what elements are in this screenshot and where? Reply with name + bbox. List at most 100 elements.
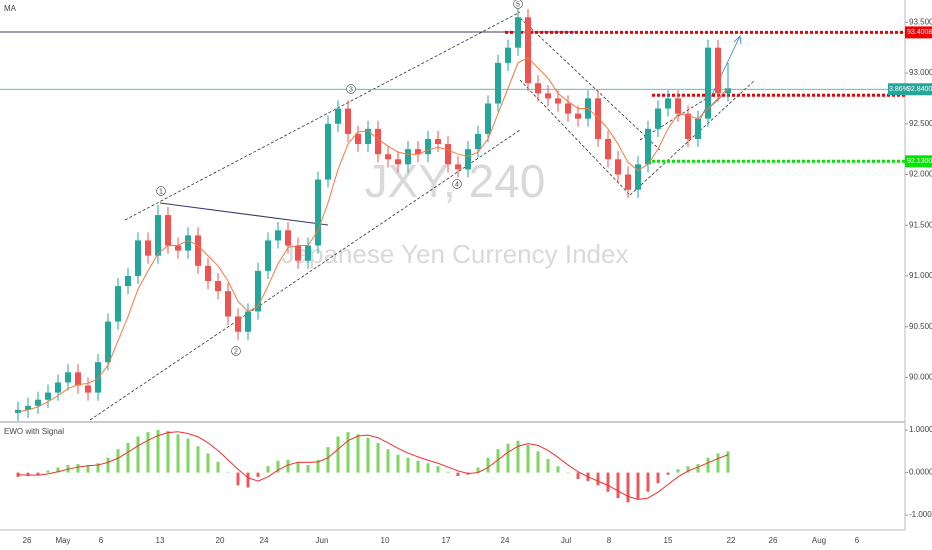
ewo-bar bbox=[406, 457, 410, 473]
wave-marker bbox=[156, 186, 166, 196]
ewo-bar bbox=[476, 467, 480, 473]
change-label-box bbox=[888, 83, 905, 96]
ewo-bar bbox=[686, 466, 690, 473]
ewo-bar bbox=[616, 472, 620, 499]
ewo-bar bbox=[86, 464, 90, 473]
ewo-bar bbox=[386, 449, 390, 473]
ewo-bar bbox=[446, 471, 450, 473]
level-label-box bbox=[905, 83, 932, 96]
level-label: 93.4008 bbox=[907, 29, 932, 36]
candle-body bbox=[655, 108, 661, 129]
ewo-bar bbox=[276, 460, 280, 473]
candle-body bbox=[315, 179, 321, 246]
candle-body bbox=[205, 265, 211, 282]
ewo-bar bbox=[596, 472, 600, 486]
wave-marker bbox=[452, 179, 462, 189]
ewo-bar bbox=[76, 464, 80, 473]
ewo-bar bbox=[566, 472, 570, 474]
ewo-bar bbox=[236, 472, 240, 486]
ewo-bar bbox=[116, 449, 120, 473]
x-tick-label: Jul bbox=[561, 536, 571, 545]
candle-body bbox=[375, 128, 381, 155]
candle-body bbox=[385, 154, 391, 160]
candle-body bbox=[475, 133, 481, 150]
ewo-bar bbox=[506, 443, 510, 473]
candle-body bbox=[365, 128, 371, 145]
ewo-bar bbox=[526, 444, 530, 473]
ewo-bar bbox=[546, 458, 550, 473]
candle-body bbox=[685, 113, 691, 139]
x-tick-label: 6 bbox=[855, 536, 860, 545]
ewo-bar bbox=[626, 472, 630, 503]
candle-body bbox=[455, 164, 461, 170]
ewo-bar bbox=[376, 442, 380, 473]
wave-marker bbox=[346, 84, 356, 94]
candle-body bbox=[725, 88, 731, 94]
moving-average bbox=[17, 57, 729, 413]
ewo-bar bbox=[196, 446, 200, 473]
ewo-bar bbox=[696, 464, 700, 473]
candle-body bbox=[175, 245, 181, 251]
y-tick-label: -1.0000 bbox=[909, 510, 932, 519]
candle-body bbox=[565, 103, 571, 114]
level-label-box bbox=[905, 26, 932, 39]
candle-body bbox=[615, 159, 621, 175]
candle-body bbox=[335, 108, 341, 124]
ewo-bar bbox=[96, 463, 100, 473]
candle-body bbox=[695, 118, 701, 139]
ewo-bar bbox=[156, 430, 160, 473]
x-tick-label: 8 bbox=[607, 536, 612, 545]
candle-body bbox=[345, 108, 351, 134]
candle-body bbox=[405, 149, 411, 165]
candle-body bbox=[515, 17, 521, 48]
candle-body bbox=[555, 98, 561, 104]
candle-body bbox=[145, 240, 151, 256]
candle-body bbox=[195, 235, 201, 266]
candle-body bbox=[225, 291, 231, 317]
x-tick-label: 24 bbox=[501, 536, 510, 545]
candle-body bbox=[595, 98, 601, 139]
ewo-bar bbox=[496, 449, 500, 473]
ewo-label: EWO with Signal bbox=[4, 427, 64, 436]
ewo-bar bbox=[456, 472, 460, 476]
candle-body bbox=[215, 281, 221, 292]
x-tick-label: Jun bbox=[316, 536, 329, 545]
candle-body bbox=[415, 149, 421, 155]
x-tick-label: 26 bbox=[23, 536, 32, 545]
candle-body bbox=[85, 385, 91, 393]
ewo-bar bbox=[326, 447, 330, 473]
candle-body bbox=[135, 240, 141, 276]
ewo-bar bbox=[256, 472, 260, 477]
candle-body bbox=[715, 47, 721, 94]
wave-label: 5 bbox=[516, 1, 520, 8]
x-tick-label: Aug bbox=[812, 536, 826, 545]
ewo-bar bbox=[516, 440, 520, 473]
ewo-bar bbox=[486, 457, 490, 473]
candle-body bbox=[705, 47, 711, 119]
ewo-bar bbox=[416, 460, 420, 473]
candle-body bbox=[185, 235, 191, 251]
ewo-bar bbox=[146, 432, 150, 473]
ewo-bar bbox=[576, 472, 580, 479]
wave-label: 4 bbox=[455, 181, 459, 188]
candle-body bbox=[495, 62, 501, 104]
candle-body bbox=[75, 372, 81, 386]
y-tick-label: 90.0000 bbox=[909, 373, 932, 382]
ewo-bar bbox=[706, 457, 710, 473]
x-tick-label: 15 bbox=[664, 536, 673, 545]
x-tick-label: May bbox=[55, 536, 70, 545]
candle-body bbox=[255, 270, 261, 312]
watermark-subtitle: Japanese Yen Currency Index bbox=[282, 239, 629, 269]
candle-body bbox=[675, 98, 681, 114]
candle-body bbox=[305, 245, 311, 261]
y-tick-label: 93.0000 bbox=[909, 68, 932, 77]
candle-body bbox=[635, 164, 641, 190]
y-tick-label: 1.0000 bbox=[909, 425, 932, 434]
level-label: 92.1300 bbox=[907, 158, 932, 165]
ewo-bar bbox=[126, 442, 130, 473]
wave-marker bbox=[513, 0, 523, 9]
candle-body bbox=[25, 405, 31, 410]
ewo-bar bbox=[606, 472, 610, 492]
ewo-bar bbox=[166, 430, 170, 473]
